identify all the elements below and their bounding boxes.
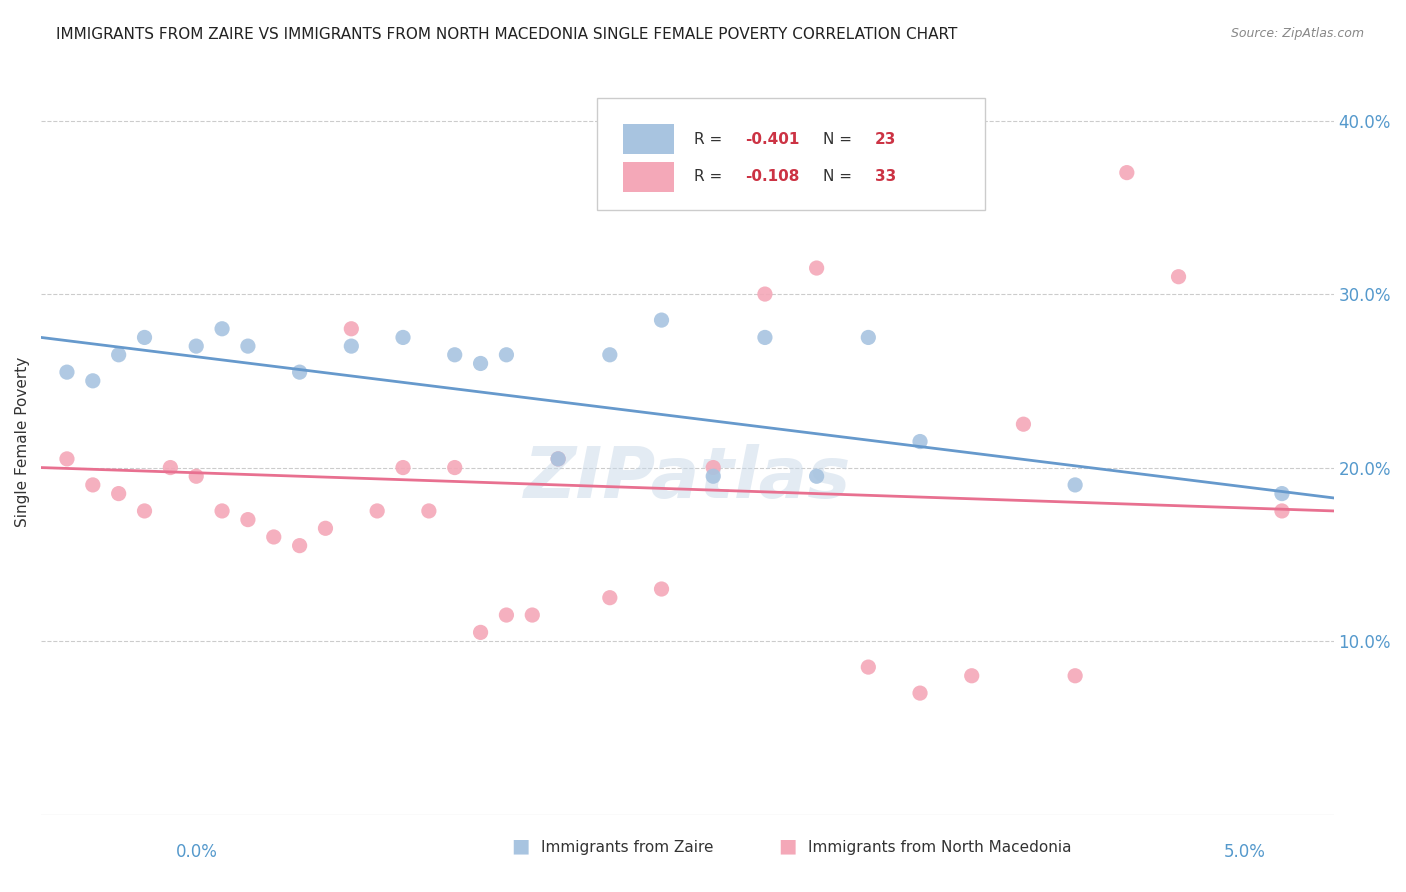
Point xyxy=(599,591,621,605)
Text: N =: N = xyxy=(823,132,858,147)
Text: 0.0%: 0.0% xyxy=(176,843,218,861)
Point xyxy=(1167,269,1189,284)
Point xyxy=(908,686,931,700)
Text: Immigrants from Zaire: Immigrants from Zaire xyxy=(541,840,714,855)
Text: -0.108: -0.108 xyxy=(745,169,800,184)
Point xyxy=(470,356,492,370)
Point xyxy=(495,608,517,623)
Point xyxy=(1012,417,1035,432)
Point xyxy=(1064,478,1087,492)
FancyBboxPatch shape xyxy=(598,98,984,211)
Point xyxy=(288,365,311,379)
Point xyxy=(599,348,621,362)
Text: ■: ■ xyxy=(510,837,530,855)
Point xyxy=(392,330,415,344)
Text: 23: 23 xyxy=(875,132,896,147)
Point xyxy=(186,339,208,353)
Point xyxy=(340,339,363,353)
Text: IMMIGRANTS FROM ZAIRE VS IMMIGRANTS FROM NORTH MACEDONIA SINGLE FEMALE POVERTY C: IMMIGRANTS FROM ZAIRE VS IMMIGRANTS FROM… xyxy=(56,27,957,42)
Text: N =: N = xyxy=(823,169,858,184)
Text: -0.401: -0.401 xyxy=(745,132,800,147)
Point xyxy=(858,330,880,344)
Point xyxy=(82,374,104,388)
Point xyxy=(1271,504,1294,518)
Point xyxy=(547,451,569,466)
Point xyxy=(366,504,388,518)
Point xyxy=(263,530,285,544)
Point xyxy=(858,660,880,674)
Point xyxy=(960,669,983,683)
Point xyxy=(211,322,233,336)
Point xyxy=(547,451,569,466)
Point xyxy=(340,322,363,336)
Text: 33: 33 xyxy=(875,169,896,184)
Point xyxy=(1271,486,1294,500)
Text: ■: ■ xyxy=(778,837,797,855)
Point xyxy=(392,460,415,475)
Point xyxy=(134,330,156,344)
Point xyxy=(754,330,776,344)
Point xyxy=(56,451,79,466)
Point xyxy=(806,469,828,483)
Point xyxy=(470,625,492,640)
Point xyxy=(1115,166,1137,180)
FancyBboxPatch shape xyxy=(623,125,675,154)
Text: 5.0%: 5.0% xyxy=(1223,843,1265,861)
Text: Immigrants from North Macedonia: Immigrants from North Macedonia xyxy=(808,840,1071,855)
Point xyxy=(443,348,465,362)
Point xyxy=(56,365,79,379)
Point xyxy=(702,460,724,475)
Point xyxy=(82,478,104,492)
Point xyxy=(908,434,931,449)
Point xyxy=(651,582,673,596)
Point xyxy=(702,469,724,483)
Point xyxy=(186,469,208,483)
Point xyxy=(314,521,336,535)
Point xyxy=(495,348,517,362)
Point xyxy=(107,486,129,500)
Point xyxy=(134,504,156,518)
Text: ZIPatlas: ZIPatlas xyxy=(523,444,851,513)
Point xyxy=(806,260,828,275)
Point xyxy=(107,348,129,362)
Point xyxy=(522,608,544,623)
Point xyxy=(1064,669,1087,683)
Point xyxy=(418,504,440,518)
Text: R =: R = xyxy=(693,132,727,147)
Point xyxy=(288,539,311,553)
Point xyxy=(236,513,259,527)
Text: R =: R = xyxy=(693,169,727,184)
Point xyxy=(211,504,233,518)
Point xyxy=(443,460,465,475)
Point xyxy=(651,313,673,327)
Point xyxy=(754,287,776,301)
Text: Source: ZipAtlas.com: Source: ZipAtlas.com xyxy=(1230,27,1364,40)
Point xyxy=(236,339,259,353)
Y-axis label: Single Female Poverty: Single Female Poverty xyxy=(15,357,30,526)
FancyBboxPatch shape xyxy=(623,161,675,192)
Point xyxy=(159,460,181,475)
